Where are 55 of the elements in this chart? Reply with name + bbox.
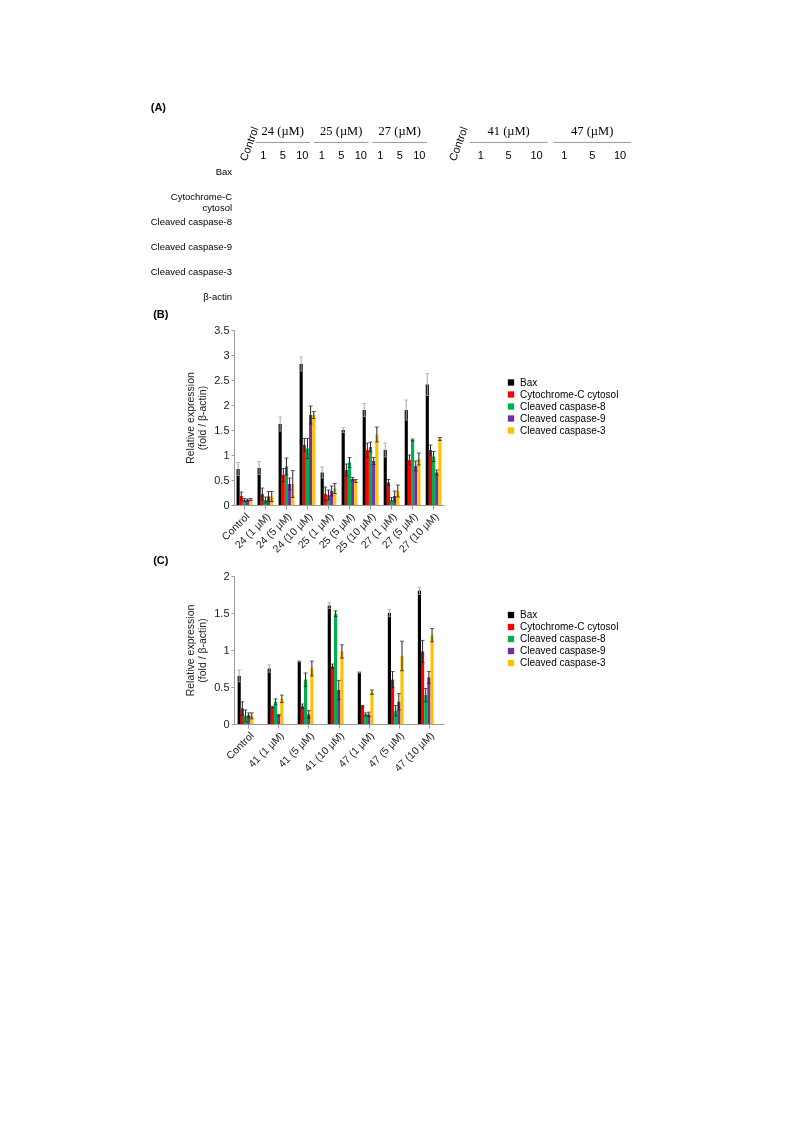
text: (A): [150, 101, 167, 113]
category-label: 10: [613, 149, 627, 162]
legend-label: Cleaved caspase-9: [520, 412, 607, 424]
legend-label: Cytochrome-C cytosol: [520, 621, 619, 632]
text: 25 (µM): [320, 124, 363, 139]
y-tick-label: 3: [223, 348, 230, 361]
category-label: 5: [589, 149, 596, 162]
category-label: 1: [477, 149, 484, 162]
category-label: 5: [505, 149, 512, 162]
chart-title: (C): [153, 554, 169, 566]
category-label: 1: [561, 149, 568, 162]
legend-label: Cytochrome-C cytosol: [520, 388, 619, 400]
legend-label: Cleaved caspase-8: [520, 400, 607, 412]
y-tick-label: 0.5: [214, 473, 230, 486]
legend-label: Cleaved caspase-3: [520, 657, 607, 668]
category-label: Bax: [215, 165, 233, 177]
chart-title: (B): [153, 308, 169, 320]
category-label: 5: [338, 149, 345, 162]
category-label: Cleaved caspase-8: [150, 215, 233, 227]
category-label: 1: [377, 149, 384, 162]
text: 24 (µM): [261, 124, 304, 139]
category-label: 5: [396, 149, 403, 162]
category-label: 5: [279, 149, 286, 162]
legend-label: Bax: [520, 609, 538, 620]
y-tick-label: 1.5: [214, 423, 230, 436]
legend-label: Cleaved caspase-3: [520, 424, 607, 436]
legend-label: Cleaved caspase-8: [520, 633, 607, 644]
y-tick-label: 1: [223, 448, 230, 461]
category-label: 10: [296, 149, 309, 162]
y-axis-title: Relative expression (fold / β-actin): [183, 372, 209, 464]
category-label: Cytochrome-C cytosol: [170, 190, 233, 214]
y-tick-label: 0: [223, 498, 230, 511]
category-label: 10: [413, 149, 426, 162]
legend-label: Bax: [520, 376, 538, 388]
y-tick-label: 2: [223, 569, 230, 582]
text: 27 (µM): [378, 124, 421, 139]
category-label: Cleaved caspase-9: [150, 240, 233, 252]
text: 41 (µM): [487, 124, 530, 139]
category-label: 10: [354, 149, 367, 162]
category-label: Control: [237, 124, 261, 163]
y-tick-label: 2: [223, 398, 230, 411]
y-tick-label: 3.5: [214, 323, 230, 336]
y-tick-label: 1: [223, 643, 230, 656]
y-tick-label: 0.5: [214, 680, 230, 693]
category-label: 10: [530, 149, 543, 162]
y-axis-title: Relative expression (fold / β-actin): [183, 604, 209, 697]
y-tick-label: 2.5: [214, 373, 230, 386]
legend-label: Cleaved caspase-9: [520, 645, 607, 656]
category-label: 1: [260, 149, 267, 162]
category-label: β-actin: [203, 290, 233, 302]
category-label: 1: [318, 149, 325, 162]
text: 47 (µM): [571, 124, 614, 139]
category-label: Cleaved caspase-3: [150, 265, 233, 277]
y-tick-label: 0: [223, 717, 230, 730]
y-tick-label: 1.5: [214, 606, 230, 619]
